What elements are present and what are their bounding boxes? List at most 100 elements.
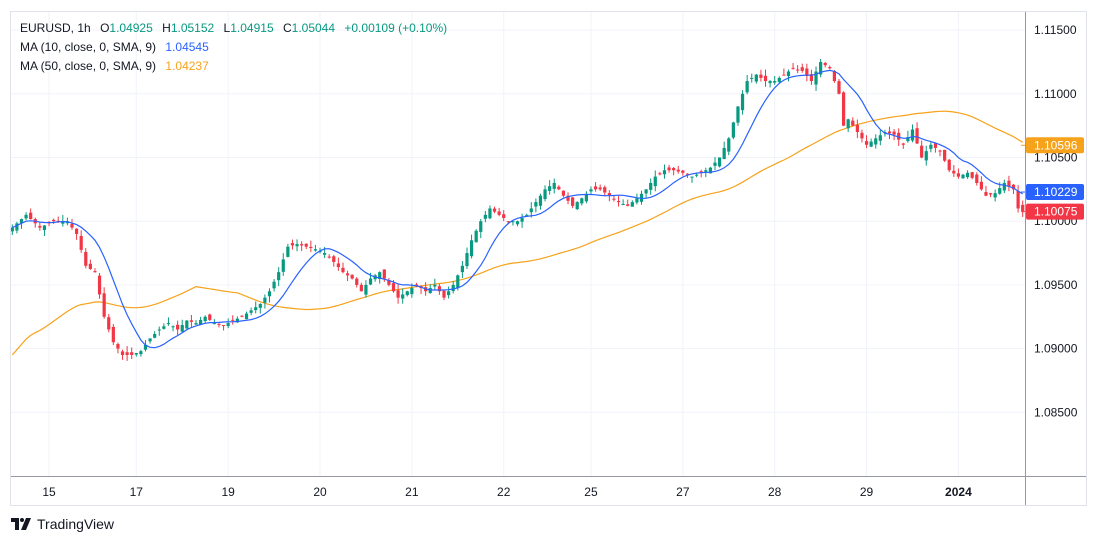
tradingview-branding[interactable]: TradingView [11,516,114,532]
ohlc-row: EURUSD, 1h O1.04925 H1.05152 L1.04915 C1… [20,21,448,35]
candle-100 [469,234,474,259]
brand-name: TradingView [37,516,115,532]
candle-180 [837,78,841,95]
price-axis[interactable]: 1.085001.090001.095001.100001.105001.110… [1034,23,1078,419]
candle-132 [616,196,621,207]
x-tick-label-6: 25 [584,485,598,499]
price-labels: 1.10596 1.10229 1.10075 [1021,137,1084,220]
candle-91 [428,284,432,294]
x-tick-label-8: 28 [768,485,782,499]
candle-176 [819,58,823,78]
change-value: +0.00109 (+0.10%) [344,21,448,35]
candle-94 [442,289,446,301]
candle-62 [295,239,299,252]
candle-162 [754,73,758,84]
candle-17 [88,259,92,270]
candle-26 [130,347,134,360]
candle-63 [300,241,304,252]
candle-37 [180,319,184,333]
candle-171 [796,65,800,74]
candle-148 [690,176,694,183]
candle-40 [194,319,198,325]
candle-98 [460,260,464,279]
candle-113 [529,202,533,218]
candle-117 [548,180,552,195]
candle-131 [612,195,616,202]
candle-5 [33,217,37,228]
symbol-label[interactable]: EURUSD [20,21,71,35]
candle-200 [929,141,933,153]
candle-166 [773,75,777,85]
candle-20 [102,287,106,319]
candle-46 [221,324,226,331]
candle-56 [267,288,272,303]
y-tick-label-2: 1.09500 [1034,278,1078,292]
time-axis[interactable]: 15 17 19 20 21 22 25 27 28 29 2024 [42,485,972,499]
candle-24 [120,349,125,360]
candle-96 [451,281,455,294]
candle-0 [10,224,14,235]
candle-54 [258,303,262,314]
y-tick-label-5: 1.11000 [1034,87,1077,101]
ma50-value: 1.04237 [165,59,209,73]
candle-174 [809,69,814,85]
candle-127 [593,182,598,192]
close-label: C [282,21,292,35]
candle-21 [107,314,111,333]
candle-38 [185,320,189,329]
ma10-legend-row[interactable]: MA (10, close, 0, SMA, 9) 1.04545 [20,38,447,57]
candle-75 [355,277,359,288]
candle-196 [910,124,915,143]
candle-172 [800,63,804,73]
candle-120 [561,190,566,198]
price-badge-text-2: 1.10075 [1034,205,1078,219]
candle-43 [208,313,212,321]
candle-33 [162,323,166,330]
candle-203 [943,149,947,162]
candle-194 [901,142,905,149]
candle-164 [763,69,768,87]
candle-69 [327,254,331,259]
ma50-legend-row[interactable]: MA (50, close, 0, SMA, 9) 1.04237 [20,57,447,76]
candle-182 [846,118,850,133]
ma50-line [11,110,1024,356]
candle-22 [111,324,115,346]
x-tick-label-9: 29 [860,485,874,499]
high-value: 1.05152 [170,21,215,35]
candle-187 [869,138,873,148]
price-badge-1: 1.10229 [1021,184,1084,201]
candle-175 [814,66,818,91]
candle-16 [84,248,88,269]
candle-107 [502,209,506,222]
candle-214 [993,189,997,202]
candle-32 [157,326,161,336]
candle-31 [153,331,157,339]
candle-19 [97,272,102,299]
candle-42 [203,315,207,323]
candle-195 [906,130,910,143]
candle-103 [483,210,487,223]
candle-86 [405,290,409,297]
candle-47 [226,318,230,329]
candle-34 [166,317,171,326]
candle-144 [672,166,676,176]
high-label: H [162,21,171,35]
candle-71 [336,257,340,271]
candle-155 [722,141,726,160]
candle-209 [970,172,974,180]
y-tick-label-4: 1.10500 [1034,151,1078,165]
candle-109 [511,221,515,226]
candle-136 [635,193,639,205]
candle-11 [61,214,65,227]
candle-140 [653,170,657,192]
x-tick-label-3: 20 [313,485,327,499]
candle-82 [387,278,391,287]
candle-123 [575,201,579,211]
tradingview-logo-icon [11,518,31,530]
candle-53 [254,301,258,314]
candle-14 [74,228,79,240]
interval-label[interactable]: 1h [77,21,91,35]
candle-216 [1002,179,1006,194]
candle-189 [878,130,882,146]
